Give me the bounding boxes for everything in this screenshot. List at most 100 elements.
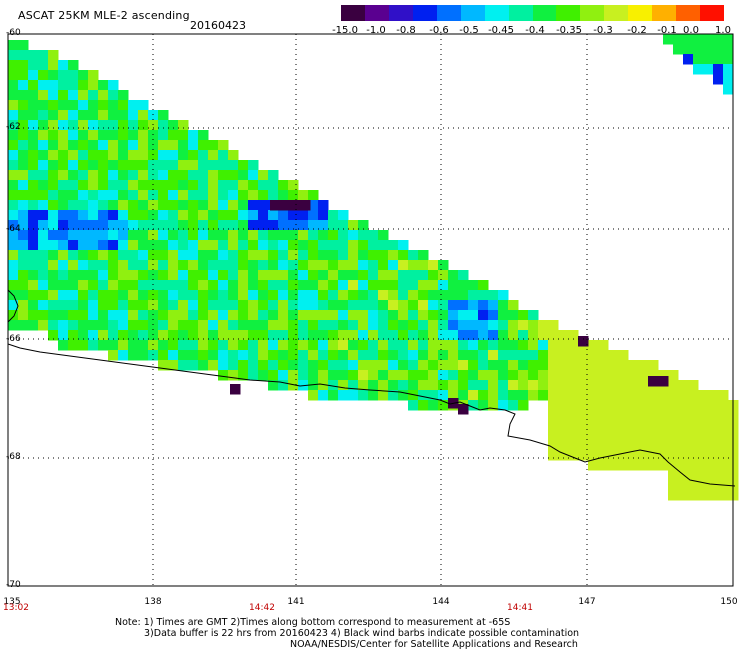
wind-cell xyxy=(528,390,539,401)
wind-cell xyxy=(138,260,149,271)
wind-cell xyxy=(228,260,239,271)
wind-cell xyxy=(548,400,559,411)
wind-cell xyxy=(348,270,359,281)
wind-cell xyxy=(158,110,169,121)
lon-label-150: 150 xyxy=(720,597,738,607)
wind-cell xyxy=(58,180,69,191)
lat-label-66: -66 xyxy=(6,334,21,344)
wind-cell xyxy=(168,190,179,201)
wind-cell xyxy=(558,340,569,351)
wind-cell xyxy=(458,390,469,401)
wind-cell xyxy=(148,260,159,271)
wind-cell xyxy=(368,320,379,331)
wind-cell xyxy=(428,400,439,411)
wind-cell xyxy=(248,330,259,341)
wind-cell xyxy=(218,260,229,271)
wind-cell xyxy=(208,360,219,371)
wind-cell xyxy=(688,400,699,411)
colorbar xyxy=(341,5,724,21)
wind-cell xyxy=(718,400,729,411)
wind-cell xyxy=(218,240,229,251)
wind-cell xyxy=(648,400,659,411)
wind-cell xyxy=(258,190,269,201)
wind-cell xyxy=(278,190,289,201)
wind-cell xyxy=(28,60,39,71)
wind-cell xyxy=(228,240,239,251)
wind-cell xyxy=(338,320,349,331)
wind-cell xyxy=(268,270,279,281)
wind-cell xyxy=(148,290,159,301)
wind-cell xyxy=(608,440,619,451)
wind-cell xyxy=(8,150,19,161)
wind-cell xyxy=(568,350,579,361)
wind-cell xyxy=(198,190,209,201)
wind-cell xyxy=(528,340,539,351)
wind-cell xyxy=(398,390,409,401)
wind-cell xyxy=(638,390,649,401)
wind-cell xyxy=(38,120,49,131)
wind-cell xyxy=(158,150,169,161)
wind-cell xyxy=(248,310,259,321)
wind-cell xyxy=(198,300,209,311)
wind-cell xyxy=(418,250,429,261)
wind-cell xyxy=(178,130,189,141)
wind-cell xyxy=(268,340,279,351)
wind-cell xyxy=(658,410,669,421)
wind-cell xyxy=(128,150,139,161)
wind-cell xyxy=(318,380,329,391)
wind-cell xyxy=(578,360,589,371)
wind-cell xyxy=(98,260,109,271)
wind-cell xyxy=(28,120,39,131)
wind-cell xyxy=(518,350,529,361)
wind-cell xyxy=(118,140,129,151)
wind-cell xyxy=(698,400,709,411)
wind-cell xyxy=(8,300,19,311)
wind-cell xyxy=(328,320,339,331)
wind-cell xyxy=(488,340,499,351)
wind-cell xyxy=(308,210,319,221)
wind-cell xyxy=(178,280,189,291)
wind-cell xyxy=(548,410,559,421)
wind-cell xyxy=(578,420,589,431)
wind-cell xyxy=(128,330,139,341)
wind-cell xyxy=(238,160,249,171)
wind-cell xyxy=(48,100,59,111)
colorbar-swatch xyxy=(532,5,557,21)
wind-cell xyxy=(528,380,539,391)
wind-cell xyxy=(158,290,169,301)
wind-cell xyxy=(208,350,219,361)
wind-cell xyxy=(298,290,309,301)
wind-cell xyxy=(288,350,299,361)
wind-cell xyxy=(178,200,189,211)
wind-cell xyxy=(348,350,359,361)
wind-cell xyxy=(8,80,19,91)
wind-cell xyxy=(198,360,209,371)
wind-cell xyxy=(318,250,329,261)
wind-cell xyxy=(108,160,119,171)
wind-cell xyxy=(598,430,609,441)
wind-cell xyxy=(108,320,119,331)
colorbar-label: -0.2 xyxy=(627,25,647,36)
wind-cell xyxy=(528,350,539,361)
wind-cell xyxy=(118,100,129,111)
wind-cell xyxy=(78,310,89,321)
wind-cell xyxy=(158,190,169,201)
wind-cell xyxy=(248,260,259,271)
wind-cell xyxy=(128,120,139,131)
wind-cell xyxy=(278,290,289,301)
wind-cell xyxy=(548,370,559,381)
wind-cell xyxy=(178,170,189,181)
wind-cell xyxy=(628,360,639,371)
wind-cell xyxy=(618,350,629,361)
wind-cell xyxy=(608,460,619,471)
wind-cell xyxy=(428,270,439,281)
wind-cell xyxy=(58,330,69,341)
wind-cell xyxy=(678,400,689,411)
wind-cell xyxy=(268,180,279,191)
wind-cell xyxy=(138,140,149,151)
wind-cell xyxy=(288,180,299,191)
wind-cell xyxy=(268,320,279,331)
wind-cell xyxy=(178,250,189,261)
wind-cell xyxy=(578,350,589,361)
wind-cell xyxy=(168,130,179,141)
